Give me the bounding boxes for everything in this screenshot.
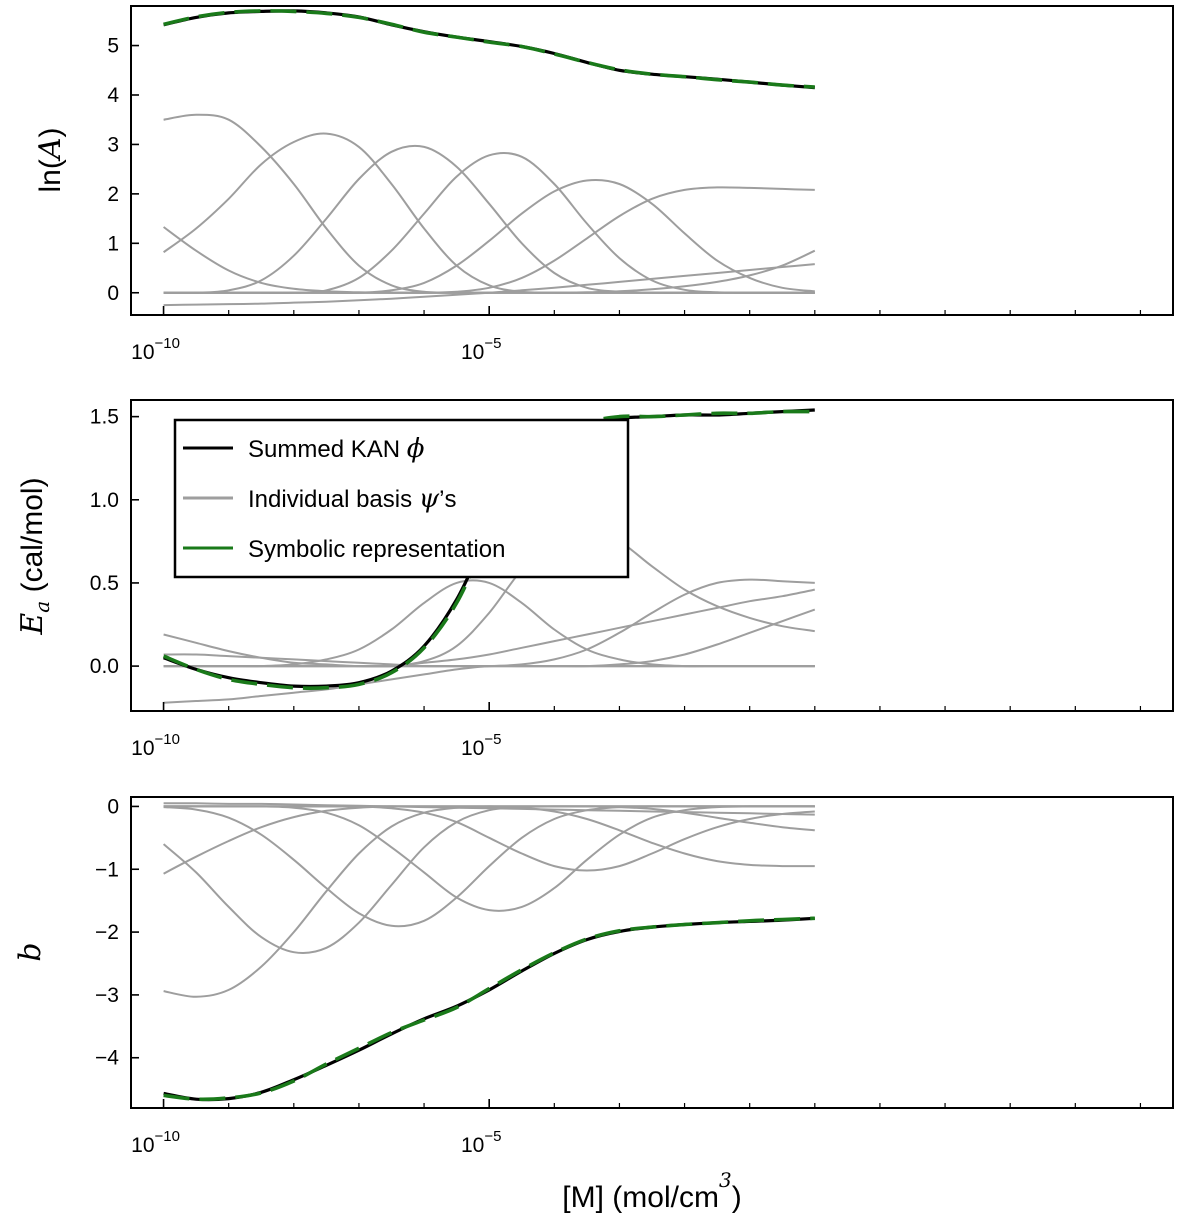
x-tick-base: 10 xyxy=(461,737,484,760)
panel-activation-energy: 0.00.51.01.510−10 10−5 Ea (cal/mol) Summe… xyxy=(15,399,1174,760)
basis-curve xyxy=(163,805,815,912)
y-tick-label: 0.5 xyxy=(90,572,119,595)
ylabel-ln: ln( xyxy=(34,159,67,192)
y-tick-label: 0.0 xyxy=(90,655,119,678)
x-tick-label: 10−5 xyxy=(461,1128,501,1157)
ylabel-close: ) xyxy=(34,127,67,137)
panel-bot-ticks: 0−1−2−3−410−10 10−5 xyxy=(95,795,1142,1157)
y-tick-label: −1 xyxy=(95,858,119,881)
summed-kan-line xyxy=(163,916,815,1102)
legend-entry-summed: Summed KAN ϕ xyxy=(183,434,425,464)
xlabel-suffix: ) xyxy=(732,1181,742,1214)
panel-top-ylabel: ln(A) xyxy=(33,127,68,192)
y-tick-label: 3 xyxy=(107,133,119,156)
panel-bot-frame xyxy=(130,796,1174,1109)
x-tick-exponent: −10 xyxy=(155,335,180,352)
x-tick-label: 10−10 xyxy=(131,731,180,760)
basis-curve xyxy=(163,132,815,294)
legend-math-phi: ϕ xyxy=(407,434,425,464)
legend-entry-basis: Individual basis ψ’s xyxy=(183,484,457,514)
x-axis-label: [M] (mol/cm3) xyxy=(562,1168,741,1214)
basis-curve xyxy=(163,802,815,816)
legend-math-psi: ψ xyxy=(419,484,440,514)
legend-label-summed: Summed KAN ϕ xyxy=(248,434,425,464)
panel-top-frame xyxy=(130,5,1174,316)
basis-curve xyxy=(163,633,815,668)
basis-curve xyxy=(163,178,815,294)
panel-top-series xyxy=(163,9,816,307)
ylabel-e-symbol: E xyxy=(15,613,50,636)
ylabel-units: (cal/mol) xyxy=(16,477,49,600)
panel-mid-ticks: 0.00.51.01.510−10 10−5 xyxy=(90,406,1142,760)
symbolic-line xyxy=(163,9,815,89)
x-tick-label: 10−10 xyxy=(131,335,180,364)
x-tick-base: 10 xyxy=(131,1134,154,1157)
x-tick-base: 10 xyxy=(461,1134,484,1157)
basis-curve xyxy=(163,805,815,928)
x-tick-label: 10−10 xyxy=(131,1128,180,1157)
panel-mid-frame xyxy=(130,399,1174,712)
basis-curve xyxy=(163,579,815,668)
x-tick-exponent: −10 xyxy=(155,1128,180,1145)
basis-curve xyxy=(163,588,815,668)
xlabel-text: [M] (mol/cm xyxy=(562,1181,719,1214)
y-tick-label: 1.0 xyxy=(90,489,119,512)
y-tick-label: 1.5 xyxy=(90,406,119,429)
x-tick-base: 10 xyxy=(131,737,154,760)
summed-kan-line xyxy=(163,9,815,90)
basis-curve xyxy=(163,249,816,294)
legend-box xyxy=(173,418,630,579)
x-tick-base: 10 xyxy=(461,341,484,364)
symbolic-line xyxy=(163,916,815,1102)
panel-mid-ylabel: Ea (cal/mol) xyxy=(15,477,54,635)
x-tick-base: 10 xyxy=(131,341,154,364)
legend-suffix-basis: ’s xyxy=(439,486,456,513)
y-tick-label: 5 xyxy=(107,35,119,58)
basis-curve xyxy=(163,653,815,668)
legend-label-basis: Individual basis ψ’s xyxy=(248,484,457,514)
legend: Summed KAN ϕ Individual basis ψ’s Symbol… xyxy=(173,418,630,579)
legend-entry-symbolic: Symbolic representation xyxy=(183,536,505,563)
y-tick-label: −3 xyxy=(95,984,119,1007)
basis-curve xyxy=(163,144,815,294)
x-tick-exponent: −5 xyxy=(484,731,501,748)
panel-bot-series xyxy=(162,802,815,1102)
x-tick-label: 10−5 xyxy=(461,731,501,760)
legend-text-symbolic: Symbolic representation xyxy=(248,536,505,563)
x-tick-exponent: −5 xyxy=(484,1128,501,1145)
y-tick-label: 0 xyxy=(107,795,119,818)
x-tick-label: 10−5 xyxy=(461,335,501,364)
y-tick-label: −4 xyxy=(95,1047,119,1070)
y-tick-label: −2 xyxy=(95,921,119,944)
x-tick-exponent: −10 xyxy=(155,731,180,748)
basis-curve xyxy=(163,578,815,668)
x-tick-exponent: −5 xyxy=(484,335,501,352)
y-tick-label: 4 xyxy=(107,84,119,107)
y-tick-label: 0 xyxy=(107,282,119,305)
xlabel-superscript: 3 xyxy=(719,1168,732,1192)
basis-curve xyxy=(163,152,815,294)
panel-b: 0−1−2−3−410−10 10−5 b [M] (mol/cm3) xyxy=(13,795,1174,1214)
legend-text-basis: Individual basis xyxy=(248,486,419,513)
y-tick-label: 1 xyxy=(107,232,119,255)
legend-label-symbolic: Symbolic representation xyxy=(248,536,505,563)
panel-bot-ylabel: b xyxy=(13,942,48,961)
basis-curve xyxy=(163,805,815,875)
ylabel-a-subscript: a xyxy=(30,601,54,613)
y-tick-label: 2 xyxy=(107,183,119,206)
basis-curve xyxy=(162,805,815,954)
legend-text-summed: Summed KAN xyxy=(248,436,407,463)
basis-curve xyxy=(163,805,815,868)
ylabel-a-symbol: A xyxy=(33,137,68,162)
